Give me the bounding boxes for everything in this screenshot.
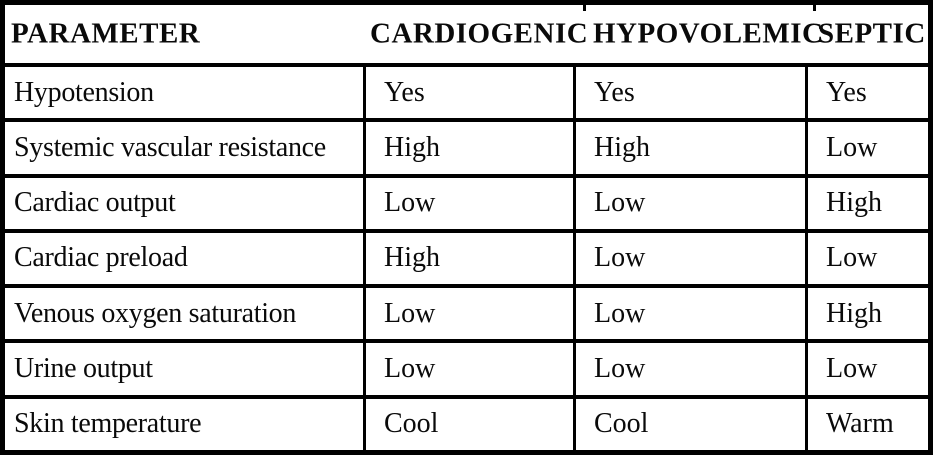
scan-tick-mark [583, 5, 586, 11]
septic-value-cell: Low [805, 343, 928, 395]
header-row: PARAMETER CARDIOGENIC HYPOVOLEMIC SEPTIC [5, 5, 928, 67]
hypovolemic-value-cell: Low [573, 288, 805, 340]
cardiogenic-value-cell: Low [363, 177, 573, 229]
septic-value-cell: Low [805, 232, 928, 285]
hypovolemic-value-cell: Cool [573, 398, 805, 450]
hypovolemic-value-cell: High [573, 122, 805, 174]
cardiogenic-value-cell: Yes [363, 67, 573, 119]
septic-value-cell: High [805, 288, 928, 340]
cardiogenic-value-cell: High [363, 122, 573, 174]
table-body: Hypotension Yes Yes Yes Systemic vascula… [5, 67, 928, 450]
hypovolemic-value-cell: Low [573, 343, 805, 395]
column-header-septic: SEPTIC [818, 17, 926, 50]
table-row-urine-output: Urine output Low Low Low [5, 343, 928, 399]
table-row-hypotension: Hypotension Yes Yes Yes [5, 67, 928, 123]
parameter-cell: Skin temperature [14, 408, 202, 440]
cardiogenic-value-cell: Low [363, 288, 573, 340]
cardiogenic-value-cell: High [363, 232, 573, 285]
table-row-venous-oxygen-saturation: Venous oxygen saturation Low Low High [5, 288, 928, 344]
septic-value-cell: High [805, 177, 928, 229]
septic-value-cell: Warm [805, 398, 928, 450]
table-row-cardiac-output: Cardiac output Low Low High [5, 177, 928, 233]
table-row-cardiac-preload: Cardiac preload High Low Low [5, 232, 928, 289]
hypovolemic-value-cell: Low [573, 177, 805, 229]
septic-value-cell: Yes [805, 67, 928, 119]
parameter-cell: Urine output [14, 353, 153, 385]
cardiogenic-value-cell: Cool [363, 398, 573, 450]
parameter-cell: Cardiac preload [14, 242, 188, 274]
parameter-cell: Hypotension [14, 76, 154, 108]
hypovolemic-value-cell: Low [573, 232, 805, 285]
hypovolemic-value-cell: Yes [573, 67, 805, 119]
parameter-cell: Cardiac output [14, 187, 176, 219]
parameter-cell: Systemic vascular resistance [14, 131, 326, 163]
table-row-skin-temperature: Skin temperature Cool Cool Warm [5, 398, 928, 450]
cardiogenic-value-cell: Low [363, 343, 573, 395]
septic-value-cell: Low [805, 122, 928, 174]
column-header-cardiogenic: CARDIOGENIC [370, 17, 589, 50]
table-row-systemic-vascular-resistance: Systemic vascular resistance High High L… [5, 122, 928, 178]
column-header-parameter: PARAMETER [11, 17, 201, 50]
scan-tick-mark [813, 5, 816, 11]
column-header-hypovolemic: HYPOVOLEMIC [593, 17, 824, 50]
parameter-cell: Venous oxygen saturation [14, 297, 297, 329]
